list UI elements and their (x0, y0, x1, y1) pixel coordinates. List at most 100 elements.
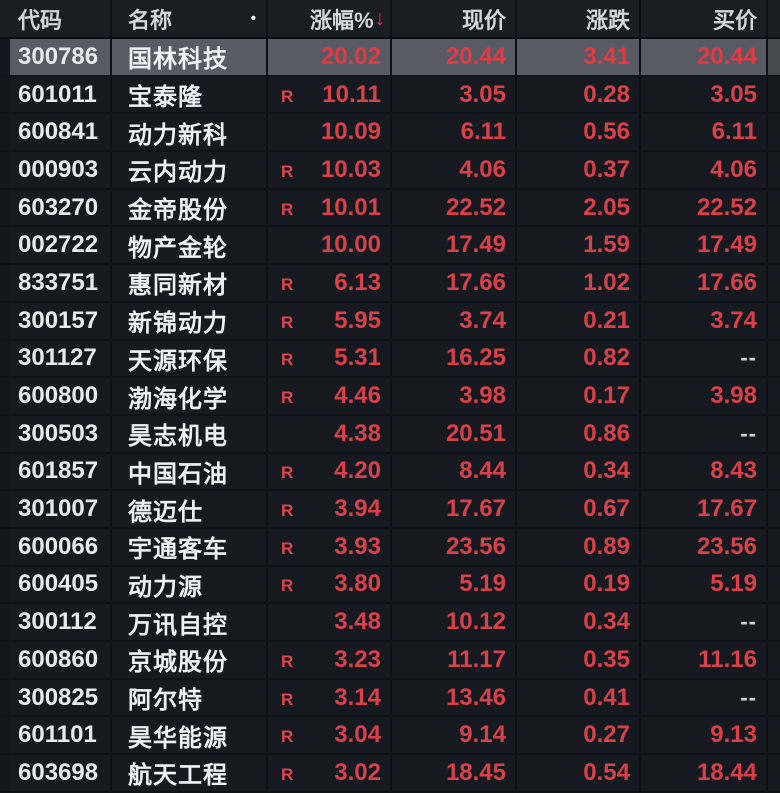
table-row[interactable]: 300157 新锦动力 R 5.95 3.74 0.21 3.74 (0, 302, 780, 341)
change-percent-cell: R 4.20 (268, 453, 392, 490)
change-percent-cell: R 5.31 (268, 340, 392, 377)
margin-trading-badge: R (281, 764, 294, 784)
stock-name: 京城股份 (112, 642, 268, 678)
table-row[interactable]: 600405 动力源 R 3.80 5.19 0.19 5.19 (0, 566, 780, 605)
change-percent-value: 3.23 (334, 645, 381, 673)
table-row[interactable]: 300112 万讯自控 3.48 10.12 0.34 -- (0, 604, 780, 642)
change-value: 0.35 (517, 642, 641, 678)
change-value: 1.59 (517, 227, 641, 264)
change-percent-cell: R 10.01 (268, 189, 392, 226)
stock-code: 300786 (0, 39, 112, 75)
column-header-code[interactable]: 代码 (0, 0, 112, 37)
table-row[interactable]: 300503 昊志机电 4.38 20.51 0.86 -- (0, 415, 780, 454)
column-header-name[interactable]: 名称 • (112, 0, 268, 37)
buy-price-value: -- (641, 340, 768, 377)
column-indicator-dot-icon: • (250, 10, 256, 27)
change-percent-value: 10.00 (320, 231, 381, 259)
change-percent-cell: R 3.93 (268, 528, 392, 565)
change-value: 0.54 (517, 755, 641, 791)
change-percent-value: 3.94 (334, 495, 381, 523)
table-row[interactable]: 600800 渤海化学 R 4.46 3.98 0.17 3.98 (0, 378, 780, 416)
stock-name: 万讯自控 (112, 604, 268, 640)
last-price-value: 8.44 (392, 453, 517, 490)
margin-trading-badge: R (281, 274, 294, 294)
stock-name: 国林科技 (112, 39, 268, 75)
last-price-value: 20.44 (392, 39, 517, 75)
table-row[interactable]: 301127 天源环保 R 5.31 16.25 0.82 -- (0, 340, 780, 379)
stock-code: 601857 (0, 453, 112, 490)
table-row[interactable]: 002722 物产金轮 10.00 17.49 1.59 17.49 (0, 227, 780, 266)
change-percent-value: 5.31 (334, 344, 381, 372)
row-right-spacer (768, 680, 780, 716)
table-row[interactable]: 833751 惠同新材 R 6.13 17.66 1.02 17.66 (0, 265, 780, 303)
change-value: 0.34 (517, 453, 641, 490)
column-header-buy-price[interactable]: 买价 (641, 0, 768, 37)
table-row[interactable]: 603698 航天工程 R 3.02 18.45 0.54 18.44 (0, 755, 780, 793)
table-row[interactable]: 603270 金帝股份 R 10.01 22.52 2.05 22.52 (0, 189, 780, 228)
column-header-change-pct[interactable]: 涨幅% ↓ (268, 0, 392, 37)
last-price-value: 23.56 (392, 528, 517, 565)
change-percent-cell: 10.00 (268, 227, 392, 264)
stock-name: 动力新科 (112, 114, 268, 151)
last-price-value: 16.25 (392, 340, 517, 377)
table-row[interactable]: 600066 宇通客车 R 3.93 23.56 0.89 23.56 (0, 528, 780, 567)
stock-name: 昊华能源 (112, 717, 268, 754)
column-header-buy-price-label: 买价 (712, 7, 757, 33)
margin-trading-badge: R (281, 388, 294, 408)
change-value: 3.41 (517, 39, 641, 75)
stock-code: 300157 (0, 302, 112, 339)
buy-price-value: 17.66 (641, 265, 768, 301)
last-price-value: 17.67 (392, 491, 517, 527)
buy-price-value: 22.52 (641, 189, 768, 226)
table-row[interactable]: 000903 云内动力 R 10.03 4.06 0.37 4.06 (0, 152, 780, 190)
change-percent-value: 10.09 (320, 118, 381, 146)
last-price-value: 9.14 (392, 717, 517, 754)
column-header-code-label: 代码 (18, 7, 63, 33)
stock-name: 航天工程 (112, 755, 268, 791)
table-row[interactable]: 601011 宝泰隆 R 10.11 3.05 0.28 3.05 (0, 76, 780, 115)
buy-price-value: 23.56 (641, 528, 768, 565)
column-header-name-label: 名称 (128, 7, 173, 33)
buy-price-value: -- (641, 604, 768, 640)
change-percent-cell: R 3.80 (268, 566, 392, 603)
change-percent-value: 3.48 (334, 608, 381, 636)
margin-trading-badge: R (281, 538, 294, 558)
stock-code: 000903 (0, 152, 112, 188)
buy-price-value: -- (641, 415, 768, 452)
table-row[interactable]: 300786 国林科技 20.02 20.44 3.41 20.44 (0, 39, 780, 77)
table-header-row: 代码 名称 • 涨幅% ↓ 现价 涨跌 买价 (0, 0, 780, 39)
row-right-spacer (768, 227, 780, 263)
stock-name: 新锦动力 (112, 302, 268, 339)
margin-trading-badge: R (281, 651, 294, 671)
change-percent-cell: 20.02 (268, 39, 392, 75)
last-price-value: 3.98 (392, 378, 517, 414)
stock-code: 600860 (0, 642, 112, 678)
buy-price-value: 6.11 (641, 114, 768, 151)
table-row[interactable]: 600860 京城股份 R 3.23 11.17 0.35 11.16 (0, 642, 780, 680)
change-percent-value: 3.04 (334, 721, 381, 749)
row-right-spacer (768, 341, 780, 377)
row-right-spacer (768, 378, 780, 414)
column-header-price[interactable]: 现价 (392, 0, 517, 37)
sort-descending-icon: ↓ (374, 6, 386, 30)
change-value: 0.67 (517, 491, 641, 527)
column-header-change[interactable]: 涨跌 (517, 0, 641, 37)
table-row[interactable]: 601101 昊华能源 R 3.04 9.14 0.27 9.13 (0, 717, 780, 756)
last-price-value: 17.49 (392, 227, 517, 264)
stock-name: 动力源 (112, 566, 268, 603)
change-value: 0.82 (517, 340, 641, 377)
table-row[interactable]: 601857 中国石油 R 4.20 8.44 0.34 8.43 (0, 453, 780, 492)
row-right-spacer (768, 529, 780, 565)
row-right-spacer (768, 190, 780, 226)
table-row[interactable]: 600841 动力新科 10.09 6.11 0.56 6.11 (0, 114, 780, 153)
change-value: 0.37 (517, 152, 641, 188)
table-row[interactable]: 301007 德迈仕 R 3.94 17.67 0.67 17.67 (0, 491, 780, 529)
table-row[interactable]: 300825 阿尔特 R 3.14 13.46 0.41 -- (0, 679, 780, 718)
buy-price-value: 17.49 (641, 227, 768, 264)
row-right-spacer (768, 642, 780, 678)
stock-code: 601011 (0, 76, 112, 113)
buy-price-value: 3.05 (641, 76, 768, 113)
stock-code: 300112 (0, 604, 112, 640)
last-price-value: 17.66 (392, 265, 517, 301)
